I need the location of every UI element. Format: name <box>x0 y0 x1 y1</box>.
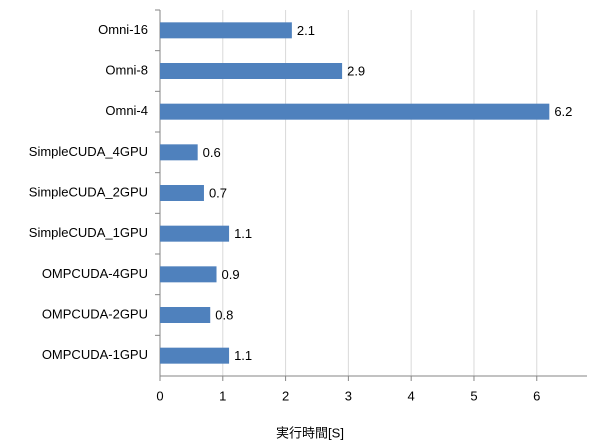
y-tick-label: OMPCUDA-1GPU <box>42 347 148 362</box>
bar <box>160 347 230 364</box>
y-tick-label: SimpleCUDA_1GPU <box>29 225 148 240</box>
y-tick-label: OMPCUDA-4GPU <box>42 266 148 281</box>
y-tick-label: Omni-4 <box>105 103 148 118</box>
x-tick-label: 1 <box>219 388 226 403</box>
y-tick-label: SimpleCUDA_2GPU <box>29 184 148 199</box>
x-tick-label: 4 <box>408 388 415 403</box>
value-label: 2.1 <box>297 23 315 38</box>
value-label: 0.6 <box>203 145 221 160</box>
x-tick-label: 6 <box>533 388 540 403</box>
value-label: 6.2 <box>554 104 572 119</box>
bar <box>160 103 550 120</box>
bar <box>160 307 211 323</box>
y-tick-label: Omni-8 <box>105 62 148 77</box>
bar <box>160 144 198 161</box>
value-label: 0.7 <box>209 185 227 200</box>
value-label: 0.9 <box>222 267 240 282</box>
x-tick-label: 2 <box>282 388 289 403</box>
value-label: 1.1 <box>234 348 252 363</box>
bar <box>160 22 292 39</box>
x-tick-label: 0 <box>156 388 163 403</box>
bar <box>160 266 217 283</box>
bar <box>160 185 204 201</box>
y-tick-label: SimpleCUDA_4GPU <box>29 144 148 159</box>
bar <box>160 225 230 242</box>
y-tick-label: Omni-16 <box>98 22 148 37</box>
x-axis-title: 実行時間[S] <box>276 425 344 440</box>
x-tick-label: 5 <box>470 388 477 403</box>
value-label: 2.9 <box>347 63 365 78</box>
x-tick-label: 3 <box>345 388 352 403</box>
bar <box>160 63 343 79</box>
value-label: 1.1 <box>234 226 252 241</box>
value-label: 0.8 <box>215 307 233 322</box>
y-tick-label: OMPCUDA-2GPU <box>42 306 148 321</box>
